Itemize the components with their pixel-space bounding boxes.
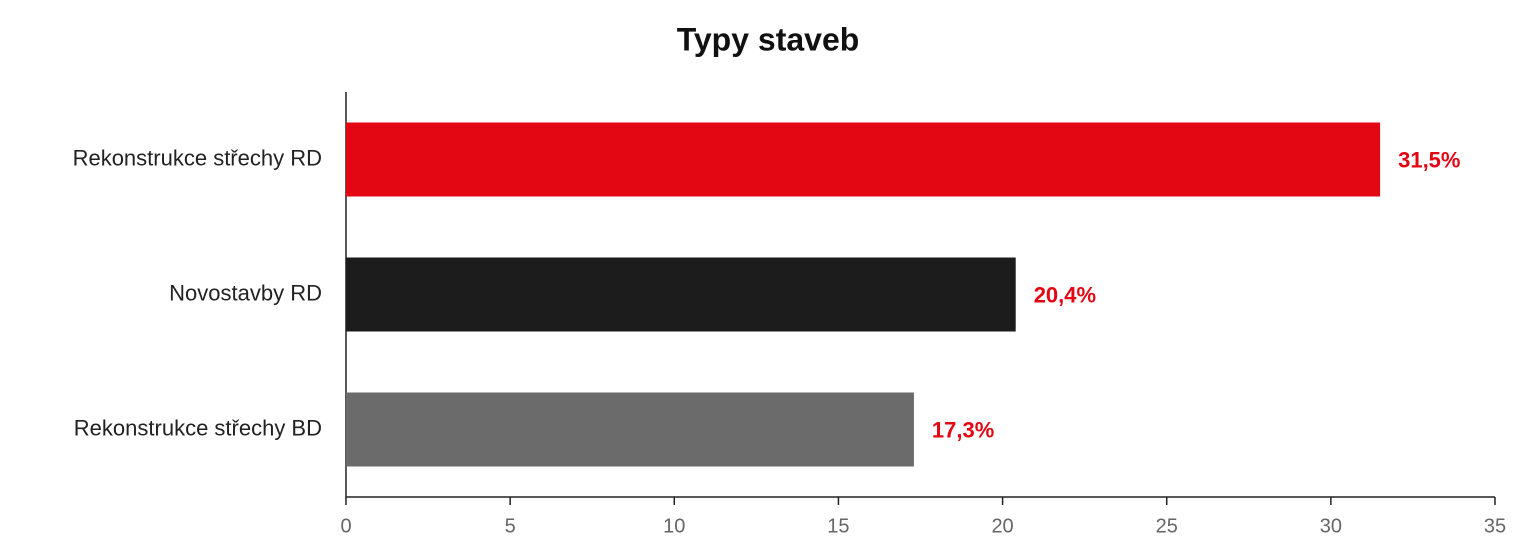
y-tick-label: Rekonstrukce střechy BD xyxy=(74,415,322,440)
x-tick-label: 30 xyxy=(1320,515,1342,537)
y-tick-label: Novostavby RD xyxy=(169,280,322,305)
chart-title: Typy staveb xyxy=(677,21,860,57)
x-tick-label: 15 xyxy=(827,515,849,537)
bar xyxy=(346,257,1016,332)
value-label: 31,5% xyxy=(1398,147,1460,172)
x-tick-label: 0 xyxy=(340,515,351,537)
x-tick-label: 10 xyxy=(663,515,685,537)
y-tick-label: Rekonstrukce střechy RD xyxy=(73,145,322,170)
bar xyxy=(346,392,914,467)
value-label: 20,4% xyxy=(1034,282,1096,307)
x-tick-label: 25 xyxy=(1156,515,1178,537)
x-tick-label: 5 xyxy=(505,515,516,537)
bar xyxy=(346,122,1381,197)
value-label: 17,3% xyxy=(932,417,994,442)
x-tick-label: 20 xyxy=(991,515,1013,537)
x-tick-label: 35 xyxy=(1484,515,1506,537)
